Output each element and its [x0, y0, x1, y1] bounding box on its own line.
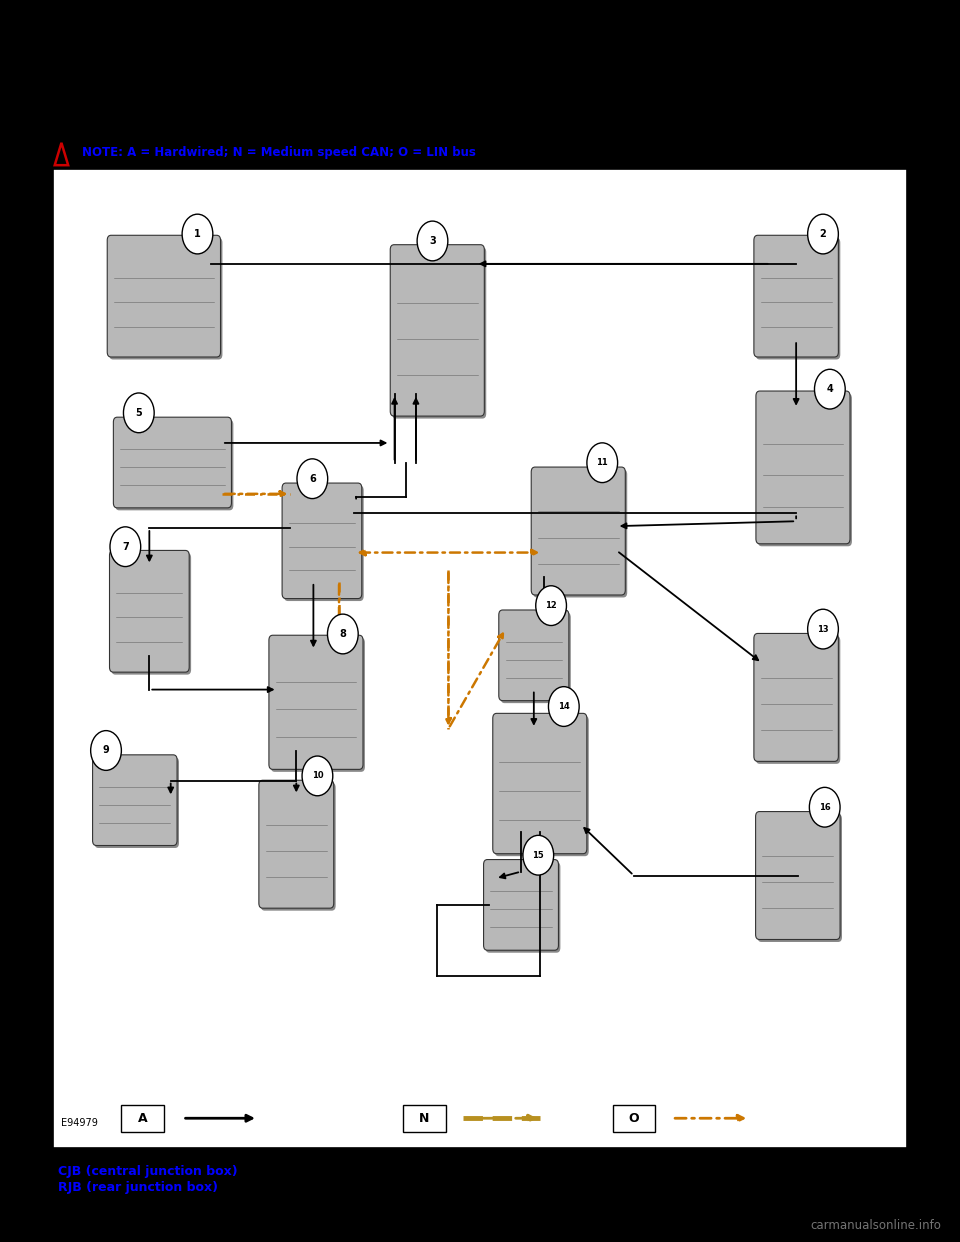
FancyBboxPatch shape [757, 814, 842, 941]
FancyBboxPatch shape [486, 862, 561, 953]
FancyBboxPatch shape [492, 713, 587, 853]
Circle shape [90, 730, 121, 770]
Text: 8: 8 [340, 628, 347, 638]
Circle shape [417, 221, 448, 261]
Text: 14: 14 [558, 702, 569, 710]
FancyBboxPatch shape [390, 245, 485, 416]
Text: E94979: E94979 [61, 1118, 98, 1128]
FancyBboxPatch shape [109, 237, 223, 359]
FancyBboxPatch shape [533, 469, 627, 597]
Text: 1: 1 [194, 229, 201, 238]
FancyBboxPatch shape [393, 247, 487, 419]
FancyBboxPatch shape [113, 417, 231, 508]
FancyBboxPatch shape [115, 420, 233, 510]
FancyBboxPatch shape [501, 612, 571, 703]
Circle shape [809, 787, 840, 827]
Text: 12: 12 [545, 601, 557, 610]
Text: 9: 9 [103, 745, 109, 755]
Text: 7: 7 [122, 542, 129, 551]
Text: 15: 15 [533, 851, 544, 859]
Circle shape [302, 756, 333, 796]
Circle shape [548, 687, 579, 727]
Circle shape [124, 392, 155, 432]
Text: 5: 5 [135, 407, 142, 417]
Text: 11: 11 [596, 458, 608, 467]
Circle shape [182, 214, 213, 253]
Bar [121, 1104, 163, 1131]
FancyBboxPatch shape [271, 637, 365, 771]
FancyBboxPatch shape [754, 235, 838, 356]
FancyBboxPatch shape [94, 758, 179, 848]
Circle shape [587, 443, 617, 483]
Text: 16: 16 [819, 802, 830, 812]
FancyBboxPatch shape [499, 610, 569, 700]
FancyBboxPatch shape [269, 635, 363, 769]
Circle shape [327, 614, 358, 653]
FancyBboxPatch shape [756, 237, 840, 359]
Bar [53, 169, 907, 1148]
FancyBboxPatch shape [284, 486, 364, 601]
FancyBboxPatch shape [109, 550, 189, 672]
Text: 10: 10 [312, 771, 324, 780]
Circle shape [536, 586, 566, 626]
Text: carmanualsonline.info: carmanualsonline.info [810, 1220, 941, 1232]
Circle shape [807, 214, 838, 253]
Text: O: O [629, 1112, 639, 1125]
FancyBboxPatch shape [261, 782, 336, 910]
Circle shape [297, 458, 327, 498]
FancyBboxPatch shape [757, 394, 852, 546]
FancyBboxPatch shape [259, 780, 334, 908]
Bar [403, 1104, 445, 1131]
Text: 3: 3 [429, 236, 436, 246]
Bar [612, 1104, 655, 1131]
Text: RJB (rear junction box): RJB (rear junction box) [58, 1181, 218, 1194]
Circle shape [807, 610, 838, 650]
FancyBboxPatch shape [282, 483, 362, 599]
FancyBboxPatch shape [754, 633, 838, 761]
FancyBboxPatch shape [108, 235, 221, 356]
Text: NOTE: A = Hardwired; N = Medium speed CAN; O = LIN bus: NOTE: A = Hardwired; N = Medium speed CA… [82, 147, 475, 159]
Text: 6: 6 [309, 473, 316, 483]
Text: 4: 4 [827, 384, 833, 394]
Circle shape [814, 369, 845, 409]
FancyBboxPatch shape [111, 553, 191, 674]
Circle shape [110, 527, 141, 566]
FancyBboxPatch shape [484, 859, 559, 950]
Text: CJB (central junction box): CJB (central junction box) [58, 1165, 237, 1177]
FancyBboxPatch shape [756, 391, 850, 544]
FancyBboxPatch shape [756, 811, 840, 939]
FancyBboxPatch shape [756, 636, 840, 764]
Text: N: N [420, 1112, 430, 1125]
FancyBboxPatch shape [92, 755, 177, 846]
Text: 2: 2 [820, 229, 827, 238]
FancyBboxPatch shape [531, 467, 625, 595]
Text: A: A [137, 1112, 147, 1125]
Text: 13: 13 [817, 625, 828, 633]
FancyBboxPatch shape [494, 715, 588, 856]
Circle shape [523, 836, 554, 876]
